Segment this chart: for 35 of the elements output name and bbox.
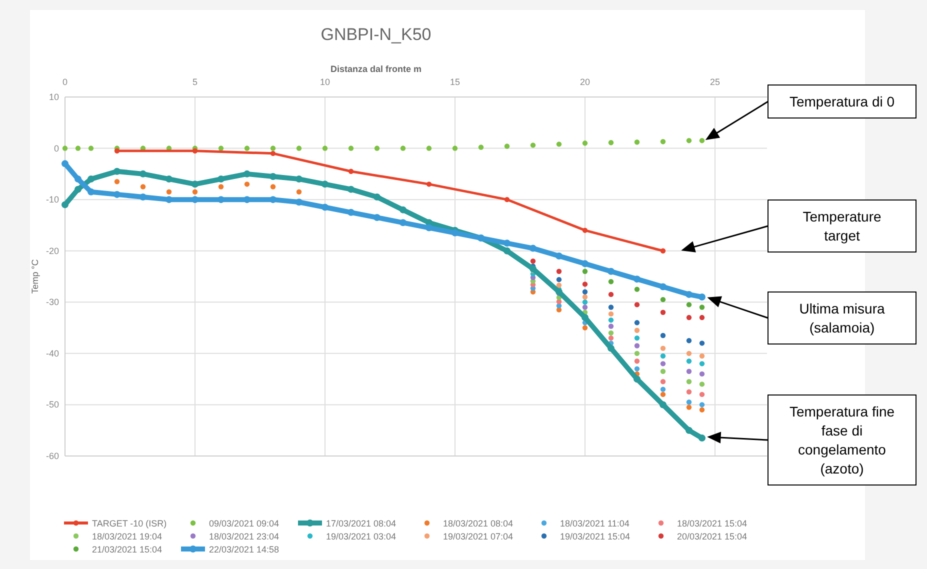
x-tick-label: 5 bbox=[192, 77, 198, 87]
y-tick-label: -20 bbox=[46, 246, 59, 256]
legend-label: 22/03/2021 14:58 bbox=[209, 544, 280, 554]
x-tick-label: 0 bbox=[62, 77, 68, 87]
y-tick-label: -10 bbox=[46, 194, 59, 205]
legend-label: 18/03/2021 11:04 bbox=[560, 518, 630, 528]
x-tick-label: 15 bbox=[450, 77, 460, 87]
x-axis-title: Distanza dal fronte m bbox=[330, 64, 422, 74]
legend-label: 17/03/2021 08:04 bbox=[326, 518, 396, 528]
x-tick-label: 10 bbox=[320, 77, 330, 87]
legend-label: 18/03/2021 19:04 bbox=[92, 532, 162, 542]
legend-label: 21/03/2021 15:04 bbox=[92, 544, 162, 554]
text: Ultima misura (salamoia) bbox=[799, 300, 885, 336]
legend-label: 19/03/2021 15:04 bbox=[560, 532, 630, 542]
text: Temperatura fine fase di congelamento (azoto) bbox=[789, 403, 895, 476]
x-tick-label: 25 bbox=[710, 77, 720, 87]
y-tick-label: -30 bbox=[46, 297, 59, 308]
legend-label: TARGET -10 (ISR) bbox=[92, 518, 167, 528]
legend-label: 19/03/2021 07:04 bbox=[443, 532, 514, 542]
legend-label: 09/03/2021 09:04 bbox=[209, 518, 280, 528]
y-tick-label: -40 bbox=[46, 348, 59, 358]
y-tick-label: 0 bbox=[54, 143, 59, 154]
legend-label: 18/03/2021 23:04 bbox=[209, 532, 280, 542]
y-tick-label: 10 bbox=[48, 92, 59, 102]
y-axis-title: Temp °C bbox=[30, 258, 40, 294]
legend-label: 20/03/2021 15:04 bbox=[677, 532, 748, 542]
text: Temperatura di 0 bbox=[789, 93, 895, 110]
legend-label: 18/03/2021 15:04 bbox=[677, 518, 748, 528]
y-tick-label: -60 bbox=[46, 451, 59, 461]
legend-label: 18/03/2021 08:04 bbox=[443, 518, 514, 528]
text: Temperature target bbox=[802, 208, 882, 244]
chart-title: GNBPI-N_K50 bbox=[320, 25, 432, 44]
x-tick-label: 20 bbox=[580, 77, 590, 87]
legend-label: 19/03/2021 03:04 bbox=[326, 532, 396, 542]
y-tick-label: -50 bbox=[46, 400, 59, 410]
